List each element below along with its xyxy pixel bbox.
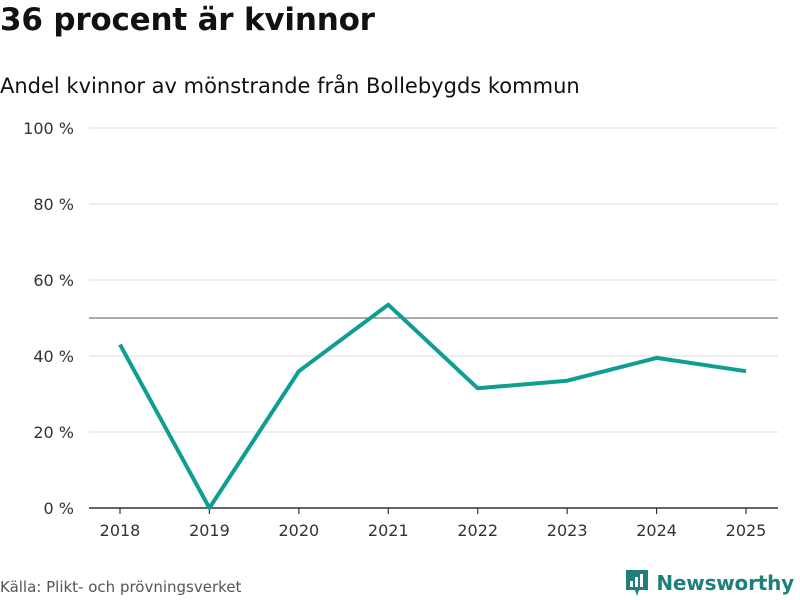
source-note: Källa: Plikt- och prövningsverket bbox=[0, 578, 242, 596]
series-line bbox=[118, 302, 747, 510]
x-tick-label: 2023 bbox=[547, 521, 588, 540]
brand-name: Newsworthy bbox=[656, 571, 794, 595]
x-tick-label: 2021 bbox=[368, 521, 409, 540]
y-tick-label: 20 % bbox=[33, 423, 74, 442]
y-tick-label: 40 % bbox=[33, 347, 74, 366]
x-tick-label: 2024 bbox=[636, 521, 677, 540]
y-tick-label: 0 % bbox=[44, 499, 74, 518]
y-tick-label: 100 % bbox=[23, 119, 74, 138]
y-tick-label: 60 % bbox=[33, 271, 74, 290]
chart-subtitle: Andel kvinnor av mönstrande från Bolleby… bbox=[0, 74, 580, 98]
x-tick-label: 2025 bbox=[726, 521, 767, 540]
x-tick-label: 2020 bbox=[278, 521, 319, 540]
brand-logo: Newsworthy bbox=[624, 568, 794, 598]
x-tick-label: 2018 bbox=[100, 521, 141, 540]
y-tick-label: 80 % bbox=[33, 195, 74, 214]
chart-title: 36 procent är kvinnor bbox=[0, 2, 375, 38]
x-tick-label: 2022 bbox=[457, 521, 498, 540]
x-tick-label: 2019 bbox=[189, 521, 230, 540]
newsworthy-logo-icon bbox=[626, 570, 649, 596]
